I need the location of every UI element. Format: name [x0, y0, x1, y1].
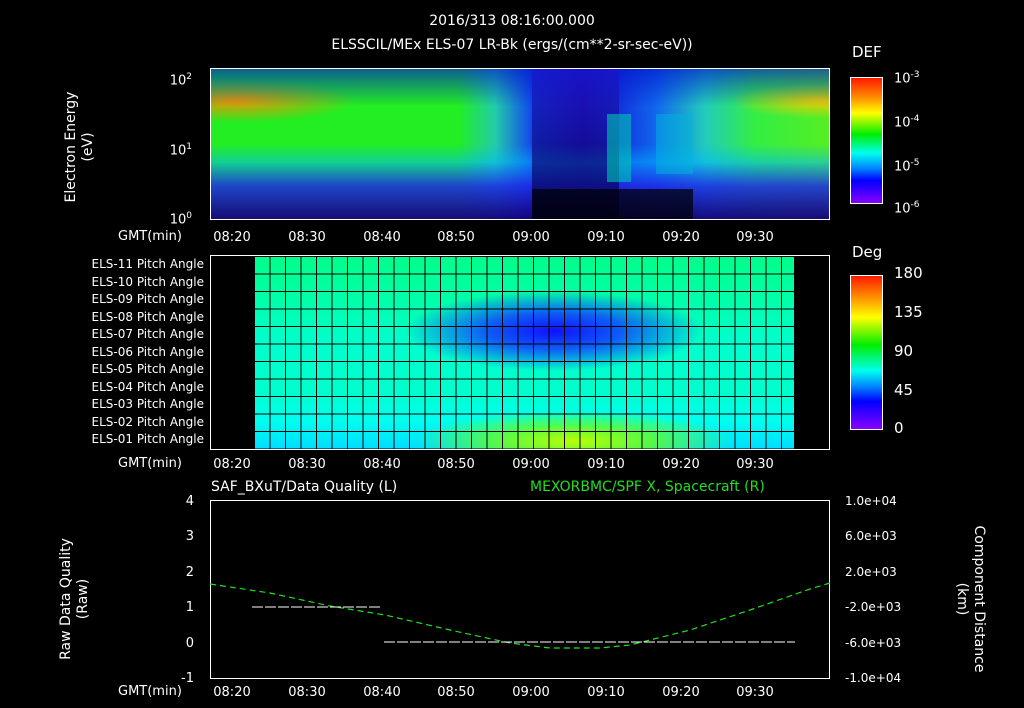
panel3-ytick-right: -2.0e+03 — [845, 600, 902, 614]
panel2-xtick: 09:30 — [736, 457, 774, 472]
pitch-angle-panel — [210, 255, 830, 450]
panel3-xtick: 08:50 — [437, 685, 475, 700]
panel1-xtick: 09:30 — [736, 230, 774, 245]
panel2-xtick: 08:20 — [213, 457, 251, 472]
panel3-ytick-left: 3 — [185, 529, 194, 544]
panel1-ytick-10: 101 — [169, 142, 192, 159]
panel3-xtick: 08:30 — [288, 685, 326, 700]
panel3-xtick: 08:20 — [213, 685, 251, 700]
plot-subtitle: ELSSCIL/MEx ELS-07 LR-Bk (ergs/(cm**2-sr… — [331, 37, 693, 53]
panel2-xtick: 09:00 — [512, 457, 550, 472]
panel1-xtick: 09:10 — [587, 230, 625, 245]
panel3-ylabel-right-line1: Component Distance — [971, 525, 987, 673]
panel1-ylabel-line1: Electron Energy — [63, 91, 79, 203]
panel2-xaxis-label: GMT(min) — [118, 456, 182, 471]
panel3-ylabel-right: Component Distance (km) — [953, 524, 987, 674]
cbar2-tick: 0 — [894, 419, 904, 437]
panel3-xtick: 09:00 — [512, 685, 550, 700]
panel3-xtick: 09:10 — [587, 685, 625, 700]
panel3-ytick-left: 0 — [185, 636, 194, 651]
panel3-xtick: 08:40 — [363, 685, 401, 700]
cbar2-tick: 45 — [894, 381, 914, 399]
panel2-xtick: 08:30 — [288, 457, 326, 472]
panel3-ylabel-left-line2: (Raw) — [75, 578, 91, 620]
cbar1-tick-1e-6: 10-6 — [894, 200, 920, 217]
pitch-row-label: ELS-10 Pitch Angle — [91, 275, 204, 289]
panel3-ytick-right: 1.0e+04 — [845, 494, 897, 508]
panel3-xtick: 09:20 — [662, 685, 700, 700]
panel3-ytick-right: -1.0e+04 — [845, 671, 902, 685]
pitch-row-label: ELS-07 Pitch Angle — [91, 327, 204, 341]
panel3-ylabel-left: Raw Data Quality (Raw) — [58, 524, 92, 674]
pitch-row-label: ELS-09 Pitch Angle — [91, 292, 204, 306]
pitch-row-label: ELS-02 Pitch Angle — [91, 415, 204, 429]
cbar2-tick: 135 — [894, 303, 923, 321]
panel3-title-right: MEXORBMC/SPF X, Spacecraft (R) — [530, 479, 765, 495]
panel3-ylabel-left-line1: Raw Data Quality — [58, 538, 74, 660]
panel2-xtick: 09:20 — [662, 457, 700, 472]
pitch-row-label: ELS-03 Pitch Angle — [91, 397, 204, 411]
panel2-xtick: 09:10 — [587, 457, 625, 472]
panel3-ytick-left: 2 — [185, 565, 194, 580]
pitch-row-label: ELS-08 Pitch Angle — [91, 310, 204, 324]
panel3-title-left: SAF_BXuT/Data Quality (L) — [211, 479, 398, 495]
cbar1-tick-1e-4: 10-4 — [894, 114, 920, 131]
panel3-ytick-right: 2.0e+03 — [845, 565, 897, 579]
panel1-xtick: 08:30 — [288, 230, 326, 245]
spf-x-series — [209, 582, 831, 649]
timeseries-plot — [209, 582, 831, 649]
pitch-angle-grid — [254, 256, 794, 449]
panel2-colorbar-title: Deg — [852, 243, 883, 261]
panel1-xtick: 08:50 — [437, 230, 475, 245]
cbar1-tick-1e-3: 10-3 — [894, 70, 920, 87]
energy-spectrogram — [210, 68, 830, 220]
panel1-xaxis-label: GMT(min) — [118, 229, 182, 244]
pitch-row-label: ELS-05 Pitch Angle — [91, 362, 204, 376]
pitch-row-label: ELS-06 Pitch Angle — [91, 345, 204, 359]
panel3-ylabel-right-line2: (km) — [954, 582, 970, 616]
deg-colorbar — [850, 275, 883, 430]
panel3-ytick-left: -1 — [181, 671, 194, 686]
panel3-xaxis-label: GMT(min) — [118, 684, 182, 699]
panel3-ytick-right: -6.0e+03 — [845, 636, 902, 650]
panel1-ytick-1: 100 — [169, 211, 192, 228]
plot-datetime: 2016/313 08:16:00.000 — [429, 13, 595, 29]
panel1-xtick: 08:40 — [363, 230, 401, 245]
panel2-xtick: 08:40 — [363, 457, 401, 472]
pitch-row-label: ELS-11 Pitch Angle — [91, 257, 204, 271]
timeseries-panel — [210, 500, 830, 679]
panel1-ylabel-line2: (eV) — [80, 132, 96, 162]
panel1-xtick: 08:20 — [213, 230, 251, 245]
panel3-ytick-right: 6.0e+03 — [845, 529, 897, 543]
pitch-row-label: ELS-01 Pitch Angle — [91, 432, 204, 446]
panel1-xtick: 09:00 — [512, 230, 550, 245]
panel3-ytick-left: 1 — [185, 600, 194, 615]
cbar2-tick: 90 — [894, 342, 914, 360]
panel1-ytick-100: 102 — [169, 72, 192, 89]
pitch-row-label: ELS-04 Pitch Angle — [91, 380, 204, 394]
cbar1-tick-1e-5: 10-5 — [894, 158, 920, 175]
panel1-xtick: 09:20 — [662, 230, 700, 245]
def-colorbar — [850, 77, 883, 204]
panel2-xtick: 08:50 — [437, 457, 475, 472]
cbar2-tick: 180 — [894, 264, 923, 282]
panel1-ylabel: Electron Energy (eV) — [63, 57, 97, 237]
panel1-colorbar-title: DEF — [852, 43, 882, 61]
panel3-ytick-left: 4 — [185, 494, 194, 509]
panel3-xtick: 09:30 — [736, 685, 774, 700]
